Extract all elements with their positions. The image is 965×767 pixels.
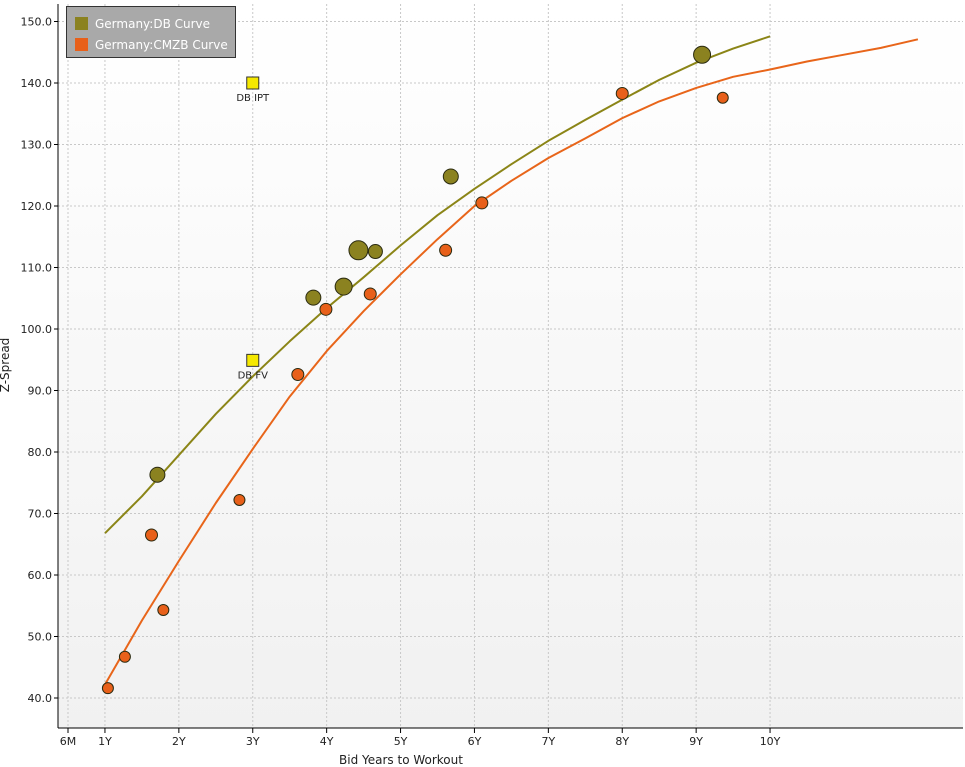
series-1-point[interactable]	[145, 528, 159, 542]
series-1-point[interactable]	[439, 243, 453, 257]
series-0-point[interactable]	[693, 45, 712, 64]
x-tick-label: 10Y	[760, 735, 781, 748]
series-0-point[interactable]	[305, 289, 322, 306]
series-1-point[interactable]	[716, 91, 729, 104]
annotation-marker[interactable]	[246, 76, 260, 90]
y-tick-label: 90.0	[28, 385, 53, 398]
annotation-marker[interactable]	[246, 353, 260, 367]
series-0-point[interactable]	[334, 277, 353, 296]
x-tick-label: 6Y	[468, 735, 482, 748]
series-1-point[interactable]	[233, 493, 246, 506]
series-0-point[interactable]	[442, 168, 459, 185]
y-tick-label: 110.0	[21, 262, 53, 275]
y-axis-label: Z-Spread	[0, 338, 12, 393]
series-1-point[interactable]	[118, 650, 131, 663]
y-tick-label: 120.0	[21, 200, 53, 213]
x-tick-label: 7Y	[541, 735, 555, 748]
legend-item-cmzb-curve[interactable]: Germany:CMZB Curve	[75, 34, 235, 55]
series-1-point[interactable]	[363, 287, 377, 301]
y-tick-label: 70.0	[28, 508, 53, 521]
series-0-curve	[104, 35, 771, 534]
axes: 40.0 50.0 60.0 70.0 80.0 90.0 100.0 110.0 120.0 1…	[21, 4, 963, 748]
x-axis-label: Bid Years to Workout	[339, 753, 463, 767]
series-1-point[interactable]	[475, 196, 489, 210]
data-points[interactable]	[101, 45, 729, 695]
x-tick-label: 2Y	[172, 735, 186, 748]
series-0-point[interactable]	[348, 240, 369, 261]
x-tick-label: 3Y	[246, 735, 260, 748]
x-tick-label: 5Y	[394, 735, 408, 748]
x-tick-label: 1Y	[98, 735, 112, 748]
y-tick-label: 80.0	[28, 446, 53, 459]
legend-swatch-cmzb	[75, 38, 88, 51]
grid-lines	[58, 4, 963, 728]
series-0-point[interactable]	[367, 244, 383, 260]
y-tick-label: 50.0	[28, 631, 53, 644]
plot-background	[58, 4, 963, 728]
x-tick-label: 9Y	[689, 735, 703, 748]
curve-lines	[104, 35, 919, 685]
series-1-curve	[104, 38, 919, 685]
annotation-label: DB IPT	[236, 93, 270, 104]
legend-item-db-curve[interactable]: Germany:DB Curve	[75, 13, 235, 34]
y-tick-label: 60.0	[28, 569, 53, 582]
series-1-point[interactable]	[291, 368, 305, 382]
y-tick-label: 100.0	[21, 323, 53, 336]
y-tick-label: 40.0	[28, 692, 53, 705]
x-tick-label: 6M	[60, 735, 77, 748]
annotation-label: DB FV	[238, 370, 268, 381]
legend-label-cmzb: Germany:CMZB Curve	[95, 37, 228, 52]
y-tick-label: 130.0	[21, 139, 53, 152]
series-1-point[interactable]	[101, 682, 114, 695]
annotations: DB IPT DB FV	[236, 76, 270, 381]
series-1-point[interactable]	[319, 302, 333, 316]
y-tick-label: 150.0	[21, 16, 53, 29]
series-0-point[interactable]	[149, 466, 166, 483]
series-1-point[interactable]	[157, 604, 170, 617]
x-tick-label: 4Y	[320, 735, 334, 748]
y-tick-label: 140.0	[21, 77, 53, 90]
legend-label-db: Germany:DB Curve	[95, 16, 211, 31]
legend-swatch-db	[75, 17, 88, 30]
legend: Germany:DB Curve Germany:CMZB Curve	[66, 6, 236, 58]
series-1-point[interactable]	[615, 86, 629, 100]
x-tick-label: 8Y	[615, 735, 629, 748]
